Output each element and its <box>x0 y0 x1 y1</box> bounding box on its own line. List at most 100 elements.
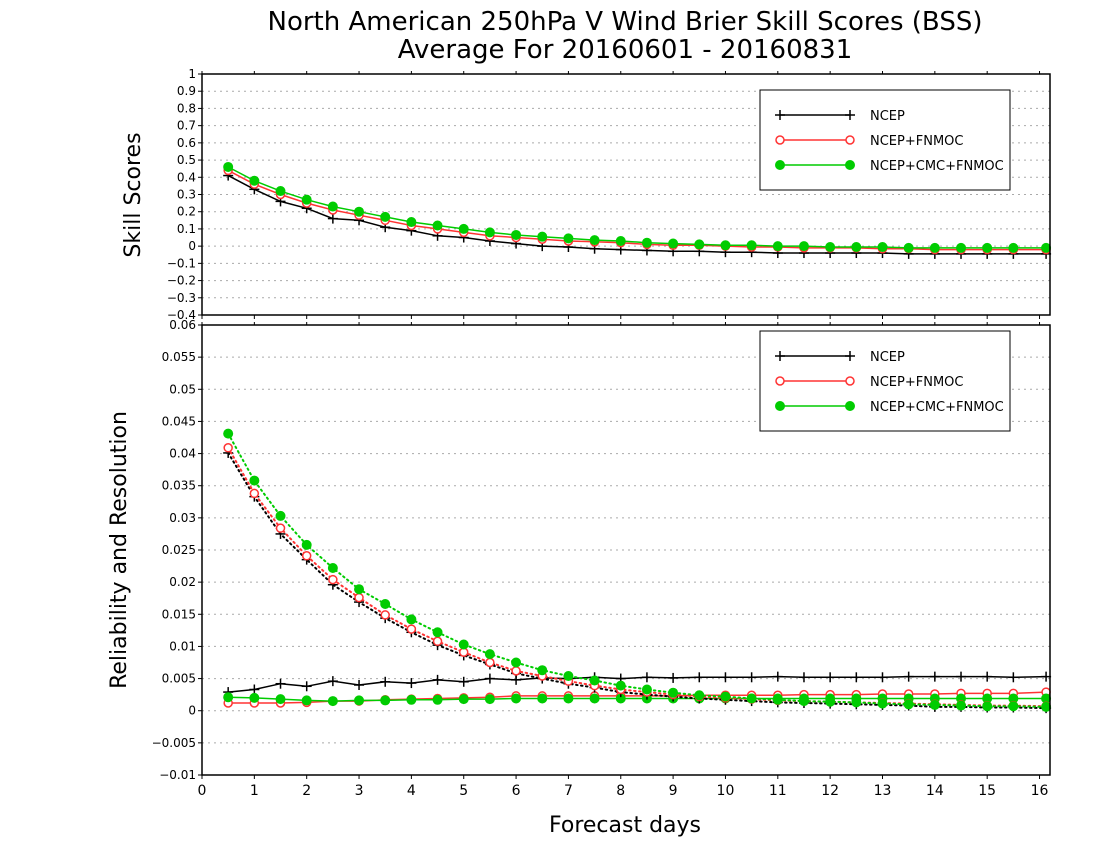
y-tick-label: 0.025 <box>162 543 196 557</box>
reliability-resolution-y-axis-label: Reliability and Resolution <box>107 411 132 689</box>
x-tick-label: 12 <box>821 783 839 799</box>
y-tick-label: 0.055 <box>162 350 196 364</box>
data-point-ncep-cmc-fnmoc <box>380 599 391 609</box>
legend-marker-ncep <box>845 351 855 361</box>
data-point-ncep <box>851 672 862 683</box>
legend-marker-ncep <box>845 110 855 120</box>
legend-marker-ncep-fnmoc <box>775 135 785 145</box>
data-point-ncep-cmc-fnmoc <box>825 242 836 253</box>
y-tick-label: 0 <box>188 239 196 253</box>
data-point-ncep <box>903 671 914 682</box>
y-tick-label: 0.9 <box>177 84 196 98</box>
data-point-ncep-cmc-fnmoc <box>589 675 600 686</box>
x-tick-label: 2 <box>302 783 311 799</box>
y-tick-label: −0.1 <box>167 256 196 270</box>
data-point-ncep-fnmoc <box>380 610 390 620</box>
data-point-ncep-fnmoc <box>432 636 443 647</box>
data-point-ncep-cmc-fnmoc <box>275 186 286 197</box>
y-tick-label: 1 <box>188 67 196 81</box>
y-tick-label: 0.2 <box>177 205 196 219</box>
data-point-ncep-cmc-fnmoc <box>877 242 888 253</box>
data-point-ncep <box>327 676 338 687</box>
x-tick-label: 4 <box>407 783 416 799</box>
skill-scores-frame <box>201 73 1051 316</box>
data-point-ncep-cmc-fnmoc <box>537 693 548 704</box>
data-point-ncep-cmc-fnmoc <box>406 614 417 625</box>
data-point-ncep-cmc-fnmoc <box>354 206 365 217</box>
data-point-ncep-cmc-fnmoc <box>484 694 495 705</box>
legend-entry-ncep: NCEP <box>870 350 905 365</box>
data-point-ncep-fnmoc <box>511 666 521 676</box>
data-point-ncep-cmc-fnmoc <box>877 698 888 709</box>
data-point-ncep-cmc-fnmoc <box>641 237 652 248</box>
y-tick-label: 0.1 <box>177 222 196 236</box>
data-point-ncep <box>354 680 365 690</box>
legend-marker-ncep-cmc-fnmoc <box>845 401 855 411</box>
data-point-ncep <box>275 678 286 689</box>
data-point-ncep-fnmoc <box>406 624 417 634</box>
data-point-ncep-cmc-fnmoc <box>825 696 836 707</box>
data-point-ncep <box>406 678 417 689</box>
data-point-ncep-fnmoc <box>354 592 364 603</box>
data-point-ncep-cmc-fnmoc <box>511 693 522 704</box>
data-point-ncep-cmc-fnmoc <box>929 242 940 253</box>
skill-scores-legend: NCEP NCEP+FNMOC NCEP+CMC+FNMOC <box>759 89 1011 191</box>
legend-marker-ncep-cmc-fnmoc <box>775 401 785 411</box>
x-tick-label: 10 <box>717 783 735 799</box>
data-point-ncep <box>825 672 836 683</box>
data-point-ncep <box>249 684 260 695</box>
x-tick-label: 9 <box>669 783 678 799</box>
legend-marker-ncep-fnmoc <box>845 135 855 145</box>
data-point-ncep-cmc-fnmoc <box>458 639 469 650</box>
data-point-ncep-cmc-fnmoc <box>249 692 260 703</box>
data-point-ncep-cmc-fnmoc <box>1008 242 1019 253</box>
data-point-ncep-cmc-fnmoc <box>432 694 443 705</box>
data-point-ncep <box>458 676 469 687</box>
y-tick-label: 0.05 <box>169 382 196 396</box>
x-tick-label: 1 <box>250 783 259 799</box>
data-point-ncep-cmc-fnmoc <box>301 539 312 550</box>
x-tick-label: 14 <box>926 783 944 799</box>
data-point-ncep <box>484 673 495 684</box>
y-tick-label: −0.4 <box>167 308 196 322</box>
data-point-ncep-cmc-fnmoc <box>275 694 286 705</box>
data-point-ncep <box>1008 672 1019 683</box>
data-point-ncep-fnmoc <box>275 523 286 533</box>
data-point-ncep-cmc-fnmoc <box>798 241 809 252</box>
data-point-ncep-cmc-fnmoc <box>537 665 548 676</box>
data-point-ncep-cmc-fnmoc <box>354 695 365 706</box>
data-point-ncep-cmc-fnmoc <box>615 235 626 246</box>
x-tick-label: 11 <box>769 783 787 799</box>
y-tick-label: 0.7 <box>177 119 196 133</box>
y-tick-label: −0.005 <box>152 736 196 750</box>
data-point-ncep-cmc-fnmoc <box>354 584 365 595</box>
data-point-ncep-cmc-fnmoc <box>223 428 234 439</box>
data-point-ncep <box>432 674 443 685</box>
data-point-ncep-cmc-fnmoc <box>458 694 469 705</box>
legend-marker-ncep-fnmoc <box>845 376 855 386</box>
data-point-ncep-cmc-fnmoc <box>301 695 312 706</box>
y-tick-label: 0.03 <box>169 511 196 525</box>
skill-scores-series <box>223 161 1052 259</box>
chart-title-line2: Average For 20160601 - 20160831 <box>398 35 853 65</box>
x-tick-label: 3 <box>355 783 364 799</box>
legend-marker-ncep <box>775 110 785 120</box>
data-point-ncep-cmc-fnmoc <box>484 649 495 660</box>
data-point-ncep-cmc-fnmoc <box>720 691 731 702</box>
data-point-ncep-fnmoc <box>223 443 233 453</box>
data-point-ncep-cmc-fnmoc <box>668 238 679 249</box>
data-point-ncep-cmc-fnmoc <box>903 699 914 710</box>
data-point-ncep-cmc-fnmoc <box>223 161 234 172</box>
y-tick-label: 0.3 <box>177 188 196 202</box>
y-tick-label: 0.06 <box>169 318 196 332</box>
y-tick-label: 0.4 <box>177 170 196 184</box>
y-tick-label: −0.01 <box>159 768 196 782</box>
legend-entry-ncep-cmc-fnmoc: NCEP+CMC+FNMOC <box>870 400 1004 415</box>
data-point-ncep <box>694 672 705 683</box>
data-point-ncep <box>956 671 967 682</box>
data-point-ncep-cmc-fnmoc <box>275 510 286 521</box>
data-point-ncep-cmc-fnmoc <box>589 693 600 704</box>
data-point-ncep-cmc-fnmoc <box>589 235 600 246</box>
data-point-ncep-cmc-fnmoc <box>406 217 417 228</box>
data-point-ncep-fnmoc <box>485 657 495 668</box>
